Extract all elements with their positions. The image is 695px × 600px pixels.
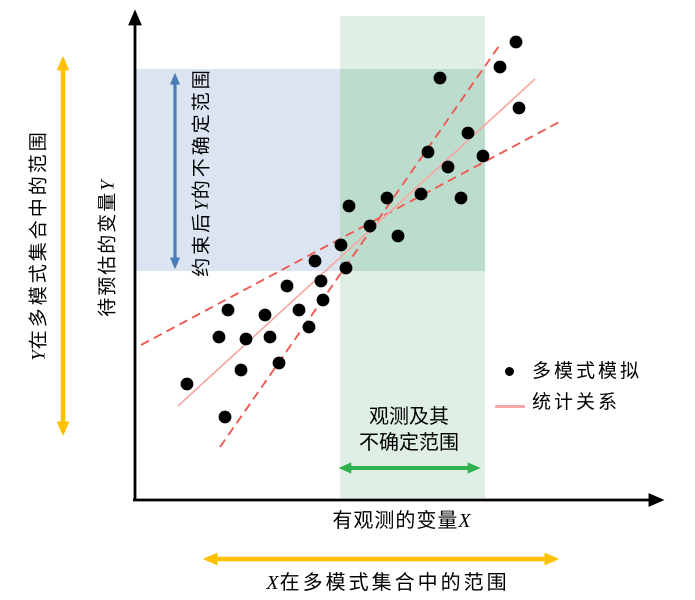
range-arrows — [56, 55, 560, 566]
x-variable-symbol: X — [266, 572, 280, 594]
scatter-dot — [263, 330, 277, 344]
scatter-dot — [239, 332, 253, 346]
scatter-dot — [509, 35, 523, 49]
observation-label-line1: 观测及其 — [369, 406, 449, 428]
scatter-dot — [461, 126, 475, 140]
legend-line-swatch — [495, 405, 525, 408]
regression-line — [177, 78, 536, 407]
x-ensemble-range-label: X在多模式集合中的范围 — [266, 573, 509, 593]
scatter-dot — [280, 279, 294, 293]
legend-line-label: 统计关系 — [532, 392, 621, 413]
scatter-dot — [476, 149, 490, 163]
scatter-dot — [342, 199, 356, 213]
x-ensemble-range-text: 在多模式集合中的范围 — [279, 572, 510, 594]
x-axis-label: 有观测的变量X — [332, 511, 471, 531]
scatter-dot — [218, 410, 232, 424]
scatter-dot — [212, 330, 226, 344]
scatter-dot — [234, 363, 248, 377]
scatter-dot — [308, 254, 322, 268]
y-ensemble-range-label: Y在多模式集合中的范围 — [28, 129, 50, 361]
scatter-dot — [258, 308, 272, 322]
scatter-dot — [493, 60, 507, 74]
scatter-dot — [363, 219, 377, 233]
scatter-points — [180, 35, 526, 424]
constrained-label-post: 的不确定范围 — [191, 67, 213, 200]
constrained-label-pre: 约束后 — [191, 210, 213, 277]
scatter-dot — [272, 356, 286, 370]
scatter-dot — [433, 71, 447, 85]
x-axis-variable-symbol: X — [458, 510, 472, 532]
scatter-dot — [421, 145, 435, 159]
scatter-dot — [314, 274, 328, 288]
y-variable-symbol: Y — [28, 349, 50, 361]
observation-label-line2: 不确定范围 — [359, 432, 459, 454]
constrained-variable-symbol: Y — [191, 199, 213, 211]
scatter-dot — [292, 303, 306, 317]
scatter-dot — [334, 238, 348, 252]
y-axis-label: 待预估的变量Y — [97, 179, 119, 317]
scatter-dot — [391, 229, 405, 243]
y-axis-variable-symbol: Y — [97, 179, 119, 191]
scatter-dot — [380, 191, 394, 205]
scatter-dot — [441, 160, 455, 174]
x-axis-label-text: 有观测的变量 — [332, 510, 459, 532]
scatter-dot — [221, 303, 235, 317]
regression-lines — [140, 45, 564, 448]
scatter-dot — [454, 191, 468, 205]
y-ensemble-range-text: 在多模式集合中的范围 — [28, 129, 50, 350]
observation-range-label: 观测及其 不确定范围 — [359, 404, 459, 456]
regression-lower-bound — [140, 119, 564, 346]
scatter-dot — [414, 187, 428, 201]
scatter-dot — [512, 101, 526, 115]
regression-upper-bound — [219, 45, 500, 448]
y-axis-label-text: 待预估的变量 — [97, 190, 119, 317]
axes — [128, 9, 665, 507]
scatter-dot — [302, 320, 316, 334]
legend-scatter-swatch — [505, 367, 514, 376]
scatter-dot — [339, 261, 353, 275]
scatter-dot — [180, 377, 194, 391]
legend-scatter-label: 多模式模拟 — [532, 361, 643, 382]
scatter-dot — [316, 293, 330, 307]
uncertainty-bands — [136, 16, 485, 498]
constrained-y-range-label: 约束后Y的不确定范围 — [191, 67, 213, 277]
